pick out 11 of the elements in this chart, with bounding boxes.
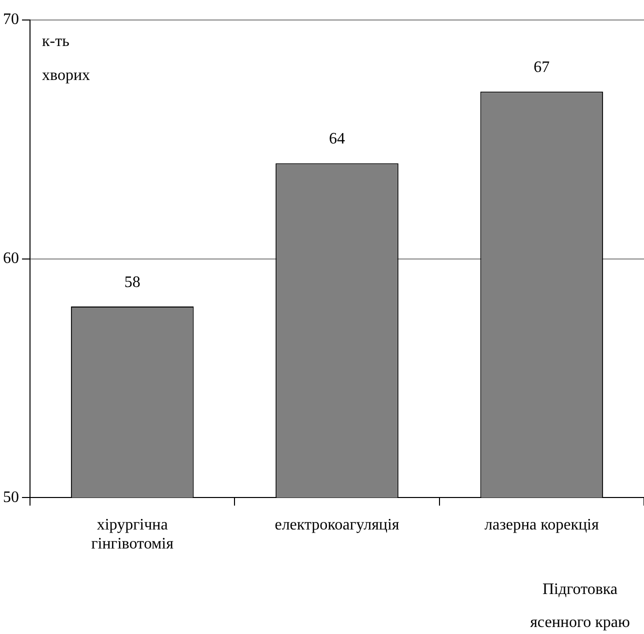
x-tick-label: хірургічна гінгівотомія: [91, 516, 174, 553]
data-label: 64: [329, 130, 345, 148]
y-tick-label: 60: [3, 250, 19, 268]
y-axis-title: к-ть хворих: [42, 33, 90, 84]
data-label: 58: [124, 274, 140, 291]
data-label: 67: [534, 58, 550, 76]
x-axis-title: Підготовка ясенного краю: [530, 581, 630, 632]
y-tick-label: 70: [3, 11, 19, 28]
x-tick-label: лазерна корекція: [484, 516, 600, 534]
y-tick-label: 50: [3, 488, 19, 506]
x-tick-label: електрокоагуляція: [274, 516, 400, 534]
